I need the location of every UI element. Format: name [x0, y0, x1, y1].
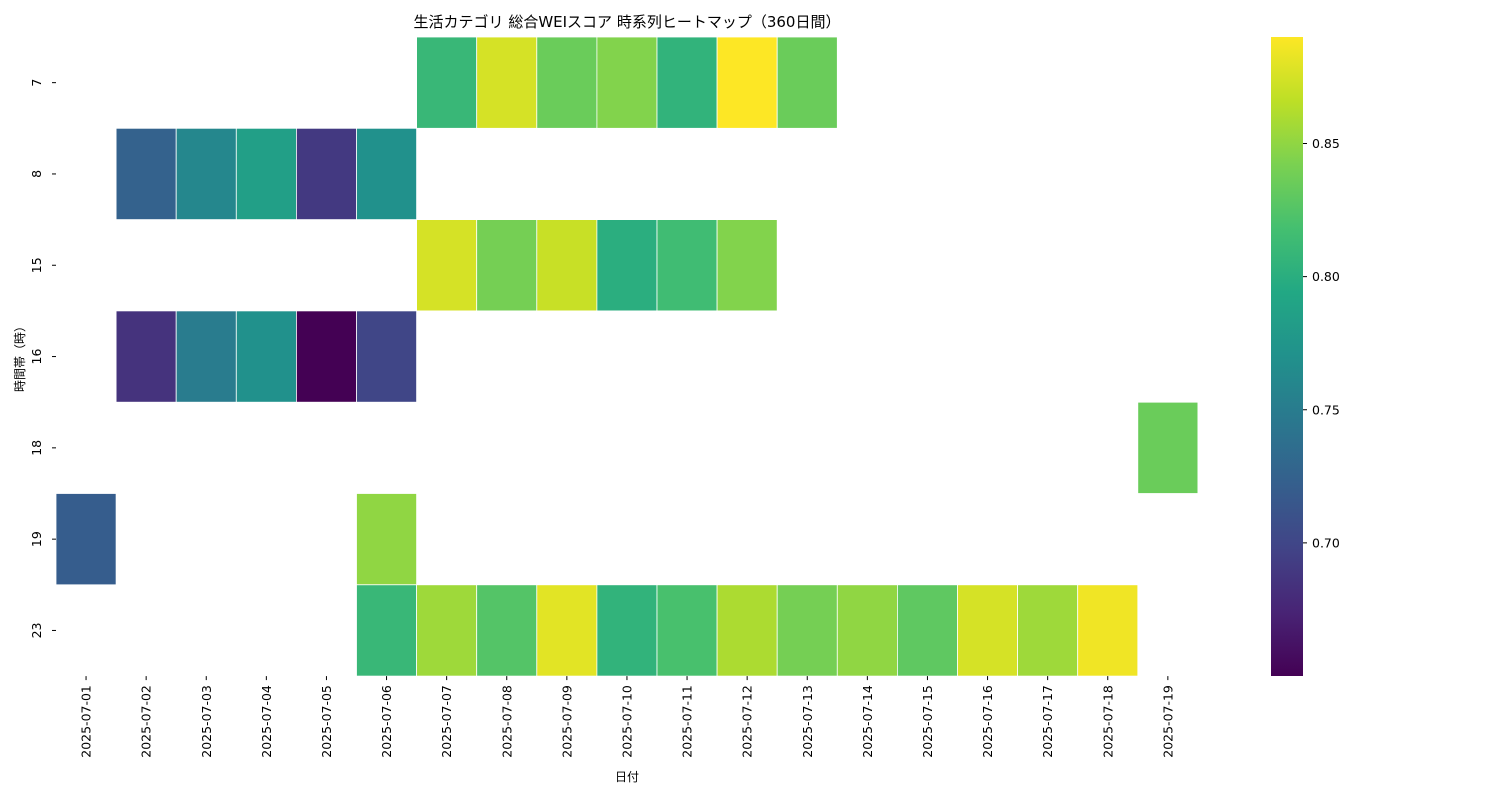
heatmap-cell [1017, 584, 1079, 677]
heatmap-cell [476, 219, 538, 312]
x-tick-label: 2025-07-14 [860, 685, 875, 758]
x-tick-label: 2025-07-16 [980, 685, 995, 758]
chart-title: 生活カテゴリ 総合WEIスコア 時系列ヒートマップ（360日間） [414, 13, 841, 31]
x-tick-label: 2025-07-19 [1160, 685, 1175, 758]
x-axis-label: 日付 [615, 770, 639, 784]
x-tick-label: 2025-07-11 [680, 685, 695, 758]
heatmap-cell [836, 584, 898, 677]
colorbar-tick-label: 0.75 [1312, 402, 1340, 417]
heatmap-cell [175, 127, 237, 221]
heatmap-cell [716, 36, 778, 129]
x-tick-label: 2025-07-17 [1040, 685, 1055, 758]
x-tick-label: 2025-07-06 [379, 685, 394, 758]
heatmap-cell [656, 584, 718, 677]
x-tick-label: 2025-07-07 [439, 685, 454, 758]
x-tick-label: 2025-07-03 [199, 685, 214, 758]
x-tick-label: 2025-07-10 [619, 685, 634, 758]
x-tick-label: 2025-07-09 [559, 685, 574, 758]
x-tick-label: 2025-07-02 [139, 685, 154, 758]
x-tick-label: 2025-07-04 [259, 685, 274, 758]
colorbar-tick-label: 0.80 [1312, 269, 1340, 284]
heatmap-cell [596, 219, 658, 312]
x-tick-label: 2025-07-13 [800, 685, 815, 758]
heatmap-cell [596, 36, 658, 129]
heatmap-cell [476, 36, 538, 129]
heatmap-cell [897, 584, 958, 677]
heatmap-cell [716, 584, 778, 677]
heatmap-cell [536, 584, 598, 677]
y-tick-label: 18 [29, 440, 44, 456]
heatmap-cell [656, 219, 718, 312]
heatmap-cell [656, 36, 718, 129]
heatmap-cell [776, 36, 838, 129]
heatmap-cells [55, 36, 1199, 677]
heatmap-cell [235, 310, 297, 403]
heatmap-cell [716, 219, 778, 312]
heatmap-cell [416, 36, 478, 129]
y-axis: 7 8 15 16 18 19 23 [29, 79, 56, 638]
heatmap-cell [356, 310, 417, 403]
heatmap-cell [957, 584, 1018, 677]
heatmap-cell [235, 127, 297, 221]
heatmap-cell [536, 36, 598, 129]
x-tick-label: 2025-07-08 [499, 685, 514, 758]
heatmap-cell [1137, 401, 1199, 494]
heatmap-cell [115, 127, 177, 221]
heatmap-cell [356, 127, 417, 221]
colorbar [1271, 37, 1303, 676]
y-tick-label: 16 [29, 349, 44, 365]
heatmap-cell [416, 219, 478, 312]
y-tick-label: 23 [29, 622, 44, 638]
y-tick-label: 8 [29, 170, 44, 178]
colorbar-ticks: 0.70 0.75 0.80 0.85 [1303, 136, 1340, 550]
heatmap-cell [476, 584, 538, 677]
heatmap-cell [295, 310, 357, 403]
heatmap-cell [1077, 584, 1139, 677]
colorbar-tick-label: 0.85 [1312, 136, 1340, 151]
x-tick-label: 2025-07-18 [1100, 685, 1115, 758]
heatmap-cell [356, 493, 417, 586]
colorbar-tick-label: 0.70 [1312, 535, 1340, 550]
heatmap-cell [295, 127, 357, 221]
x-tick-label: 2025-07-15 [920, 685, 935, 758]
heatmap-cell [115, 310, 177, 403]
x-tick-label: 2025-07-01 [79, 685, 94, 758]
heatmap-cell [175, 310, 237, 403]
heatmap-cell [416, 584, 478, 677]
y-tick-label: 19 [29, 531, 44, 547]
heatmap-cell [55, 493, 117, 586]
y-tick-label: 15 [29, 257, 44, 273]
y-axis-label: 時間帯（時） [13, 320, 27, 392]
y-tick-label: 7 [29, 79, 44, 87]
heatmap-cell [596, 584, 658, 677]
x-axis: 2025-07-01 2025-07-02 2025-07-03 2025-07-04… [79, 676, 1175, 758]
heatmap-cell [536, 219, 598, 312]
heatmap-cell [776, 584, 838, 677]
x-tick-label: 2025-07-05 [319, 685, 334, 758]
heatmap-cell [356, 584, 417, 677]
x-tick-label: 2025-07-12 [740, 685, 755, 758]
